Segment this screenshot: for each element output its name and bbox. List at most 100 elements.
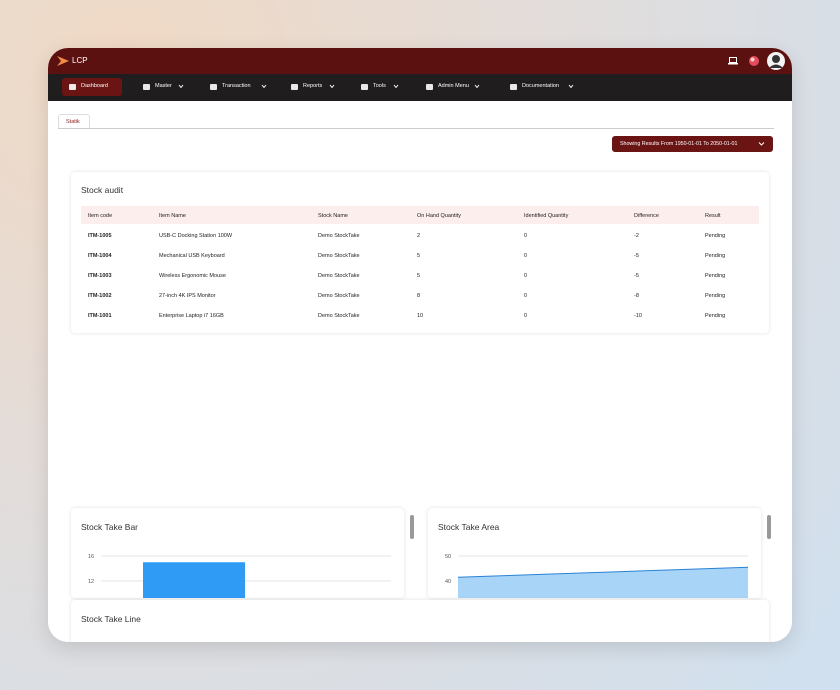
- table-cell: ITM-1005: [88, 233, 112, 239]
- chevron: [474, 84, 480, 89]
- laptop-icon[interactable]: [728, 56, 738, 66]
- tab-divider: [58, 128, 774, 129]
- chevron-path: [178, 84, 184, 89]
- table-cell: Pending: [705, 253, 726, 259]
- nav-item[interactable]: Dashboard: [81, 83, 108, 89]
- area-line: [457, 566, 749, 578]
- user-avatar[interactable]: [766, 51, 786, 71]
- table-cell: Mechanical USB Keyboard: [159, 253, 225, 259]
- chevron-path: [261, 84, 267, 89]
- column-header: Difference: [634, 213, 659, 219]
- table-cell: 8: [417, 293, 421, 299]
- table-cell: ITM-1004: [88, 253, 112, 259]
- nav-icon: [291, 84, 298, 90]
- table-cell: -8: [634, 293, 639, 299]
- date-filter-label: Showing Results From 1950-01-01 To 2050-…: [620, 141, 738, 147]
- chevron: [758, 142, 765, 146]
- chart-card: Stock Take Bar 16 12: [71, 508, 404, 598]
- nav-icon: [426, 84, 433, 90]
- chevron: [178, 84, 184, 89]
- column-header: Identified Quantity: [524, 213, 569, 219]
- y-tick-label: 50: [445, 554, 451, 560]
- column-header: Result: [705, 213, 721, 219]
- column-header: On Hand Quantity: [417, 213, 462, 219]
- logo: [57, 56, 69, 66]
- chevron: [393, 84, 399, 89]
- table-cell: -5: [634, 253, 639, 259]
- table-cell: -2: [634, 233, 639, 239]
- table-cell: Demo StockTake: [318, 293, 360, 299]
- nav-item[interactable]: Admin Menu: [438, 83, 469, 89]
- table-cell: 0: [524, 233, 528, 239]
- app-window: LCP Dashboard Master Transaction Reports Too…: [48, 48, 792, 642]
- table-cell: ITM-1002: [88, 293, 112, 299]
- nav-icon: [69, 84, 76, 90]
- column-header: Item code: [88, 213, 113, 219]
- nav-item[interactable]: Documentation: [522, 83, 559, 89]
- table-cell: ITM-1001: [88, 313, 112, 319]
- scrollbar[interactable]: [766, 506, 772, 590]
- nav-item[interactable]: Transaction: [222, 83, 251, 89]
- table-cell: 0: [524, 293, 528, 299]
- table-cell: Enterprise Laptop i7 16GB: [159, 313, 224, 319]
- top-bar: LCP: [48, 48, 792, 74]
- table-header: [81, 206, 759, 224]
- chevron-path: [568, 84, 573, 89]
- column-header: Item Name: [159, 213, 186, 219]
- table-cell: -5: [634, 273, 639, 279]
- stock-audit-card: Stock audit Item code Item Name Stock Name…: [71, 172, 769, 333]
- chevron: [568, 84, 573, 89]
- table-cell: 2: [417, 233, 421, 239]
- table-cell: Demo StockTake: [318, 253, 360, 259]
- chevron: [261, 84, 267, 89]
- nav-item[interactable]: Tools: [373, 83, 386, 89]
- dashboard-button[interactable]: [62, 78, 122, 96]
- y-tick-label: 40: [445, 579, 451, 585]
- brand: LCP: [72, 56, 88, 65]
- table-cell: 0: [524, 313, 528, 319]
- chart-title: Stock Take Line: [81, 614, 141, 624]
- chevron-path: [330, 84, 335, 89]
- nav-bar: Dashboard Master Transaction Reports Tools Ad…: [48, 74, 792, 101]
- bar: [143, 562, 245, 598]
- table-cell: 5: [417, 273, 421, 279]
- chart-title: Stock Take Bar: [81, 522, 139, 532]
- nav-icon: [510, 84, 517, 90]
- tab[interactable]: Statik: [58, 114, 90, 129]
- date-filter-button[interactable]: Showing Results From 1950-01-01 To 2050-…: [612, 136, 773, 152]
- table-cell: 27-inch 4K IPS Monitor: [159, 293, 216, 299]
- chart-title: Stock Take Area: [438, 522, 500, 532]
- chevron: [330, 84, 335, 89]
- table-cell: Pending: [705, 313, 726, 319]
- table-cell: Pending: [705, 233, 726, 239]
- nav-item[interactable]: Master: [155, 83, 172, 89]
- table-cell: Demo StockTake: [318, 273, 360, 279]
- language-flag[interactable]: [748, 55, 760, 67]
- chevron-path: [474, 84, 480, 89]
- table-cell: USB-C Docking Station 100W: [159, 233, 233, 239]
- card-title: Stock audit: [81, 185, 124, 195]
- table-cell: Demo StockTake: [318, 233, 360, 239]
- scrollbar[interactable]: [409, 506, 415, 590]
- table-cell: -10: [634, 313, 642, 319]
- table-cell: 10: [417, 313, 424, 319]
- column-header: Stock Name: [318, 213, 348, 219]
- table-cell: ITM-1003: [88, 273, 112, 279]
- tab-label: Statik: [66, 119, 80, 125]
- chart-card: Stock Take Line: [71, 600, 769, 642]
- chart: 50 40: [445, 554, 749, 598]
- table-cell: Wireless Ergonomic Mouse: [159, 273, 226, 279]
- nav-icon: [361, 84, 368, 90]
- table-cell: Demo StockTake: [318, 313, 360, 319]
- chevron-path: [393, 84, 399, 89]
- nav-icon: [210, 84, 217, 90]
- y-tick-label: 16: [88, 554, 94, 560]
- chart-card: Stock Take Area 50 40: [428, 508, 761, 598]
- table-cell: Pending: [705, 273, 726, 279]
- y-tick-label: 12: [88, 579, 94, 585]
- table-cell: Pending: [705, 293, 726, 299]
- nav-item[interactable]: Reports: [303, 83, 323, 89]
- table-cell: 0: [524, 273, 528, 279]
